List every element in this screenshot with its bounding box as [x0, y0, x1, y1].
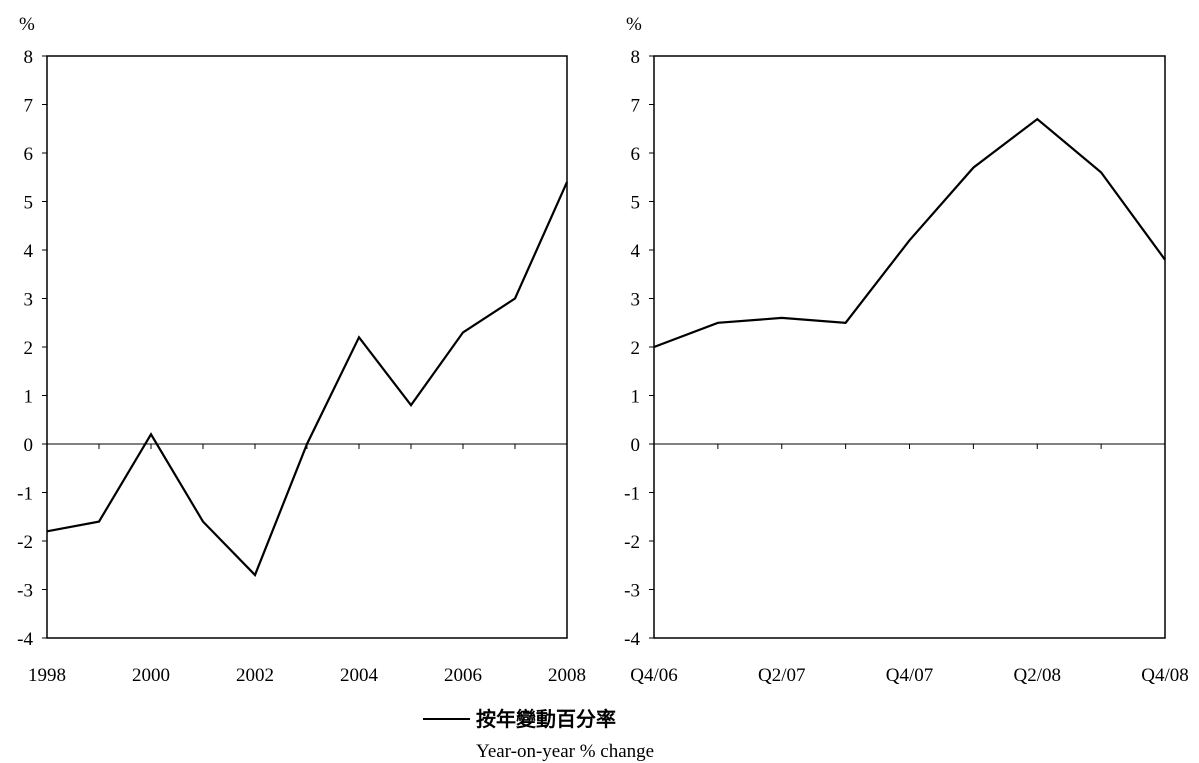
right-x-tick-label: Q2/08	[1014, 665, 1062, 686]
right-data-point	[908, 239, 910, 241]
left-data-point	[98, 520, 100, 522]
right-y-tick-label: 1	[631, 387, 641, 408]
left-x-tick-label: 1998	[28, 665, 66, 686]
right-y-tick-label: 8	[631, 47, 641, 68]
left-x-tick-label: 2004	[340, 665, 379, 686]
left-y-tick-label: -1	[17, 484, 33, 505]
left-x-tick-label: 2008	[548, 665, 586, 686]
right-x-tick-label: Q4/07	[886, 665, 934, 686]
left-plot-frame	[46, 55, 568, 639]
left-y-tick-label: -2	[17, 532, 33, 553]
left-data-point	[358, 336, 360, 338]
right-y-tick-label: -1	[624, 484, 640, 505]
right-x-tick-label: Q4/08	[1141, 665, 1189, 686]
left-x-tick-label: 2000	[132, 665, 170, 686]
left-data-point	[254, 574, 256, 576]
right-data-point	[844, 322, 846, 324]
left-y-tick-label: 1	[24, 387, 34, 408]
left-y-tick-label: 6	[24, 144, 34, 165]
right-unit-label: %	[626, 14, 642, 35]
legend: 按年變動百分率 Year-on-year % change	[423, 707, 654, 762]
left-y-tick-label: 2	[24, 338, 34, 359]
left-data-point	[150, 433, 152, 435]
left-data-point	[306, 443, 308, 445]
right-series-line	[653, 117, 1166, 349]
right-y-tick-label: 3	[631, 290, 641, 311]
right-plot-frame	[653, 55, 1166, 639]
right-y-tick-label: 0	[631, 435, 641, 456]
left-data-point	[46, 530, 48, 532]
left-data-point	[410, 404, 412, 406]
right-y-tick-label: -4	[624, 629, 640, 650]
left-series-line	[46, 181, 569, 577]
right-x-tick-label: Q2/07	[758, 665, 806, 686]
left-y-tick-label: -4	[17, 629, 33, 650]
legend-label-english: Year-on-year % change	[476, 741, 654, 762]
left-x-tick-label: 2002	[236, 665, 274, 686]
left-y-tick-label: 0	[24, 435, 34, 456]
left-data-point	[462, 331, 464, 333]
left-data-point	[566, 181, 568, 183]
right-data-point	[1036, 118, 1038, 120]
right-data-point	[781, 317, 783, 319]
right-data-point	[1100, 171, 1102, 173]
left-y-tick-label: 7	[24, 96, 34, 117]
left-y-tick-label: 8	[24, 47, 34, 68]
left-y-tick-label: 4	[24, 241, 34, 262]
left-y-tick-label: 5	[24, 193, 34, 214]
left-y-tick-label: -3	[17, 581, 33, 602]
right-y-tick-label: 5	[631, 193, 641, 214]
right-y-tick-label: 2	[631, 338, 641, 359]
left-unit-label: %	[19, 14, 35, 35]
right-data-point	[1164, 259, 1166, 261]
right-y-tick-label: 6	[631, 144, 641, 165]
left-x-tick-label: 2006	[444, 665, 482, 686]
right-y-tick-label: 4	[631, 241, 641, 262]
right-y-tick-label: 7	[631, 96, 641, 117]
left-data-point	[202, 520, 204, 522]
right-y-tick-label: -2	[624, 532, 640, 553]
right-data-point	[972, 166, 974, 168]
left-data-point	[514, 297, 516, 299]
right-chart: % 8 7 6 5 4 3 2 1 0 -1 -2 -3 -4 Q4/06 Q2/07 Q4/07 Q2/08 Q4…	[624, 14, 1189, 686]
legend-label-chinese: 按年變動百分率	[476, 707, 616, 731]
right-y-tick-label: -3	[624, 581, 640, 602]
right-data-point	[653, 346, 655, 348]
left-chart: % 8 7 6 5 4 3 2 1 0 -1 -2 -3 -4 1998 2000 2002 2004 2006 20…	[17, 14, 586, 686]
right-x-tick-label: Q4/06	[630, 665, 678, 686]
left-y-tick-label: 3	[24, 290, 34, 311]
right-data-point	[717, 322, 719, 324]
